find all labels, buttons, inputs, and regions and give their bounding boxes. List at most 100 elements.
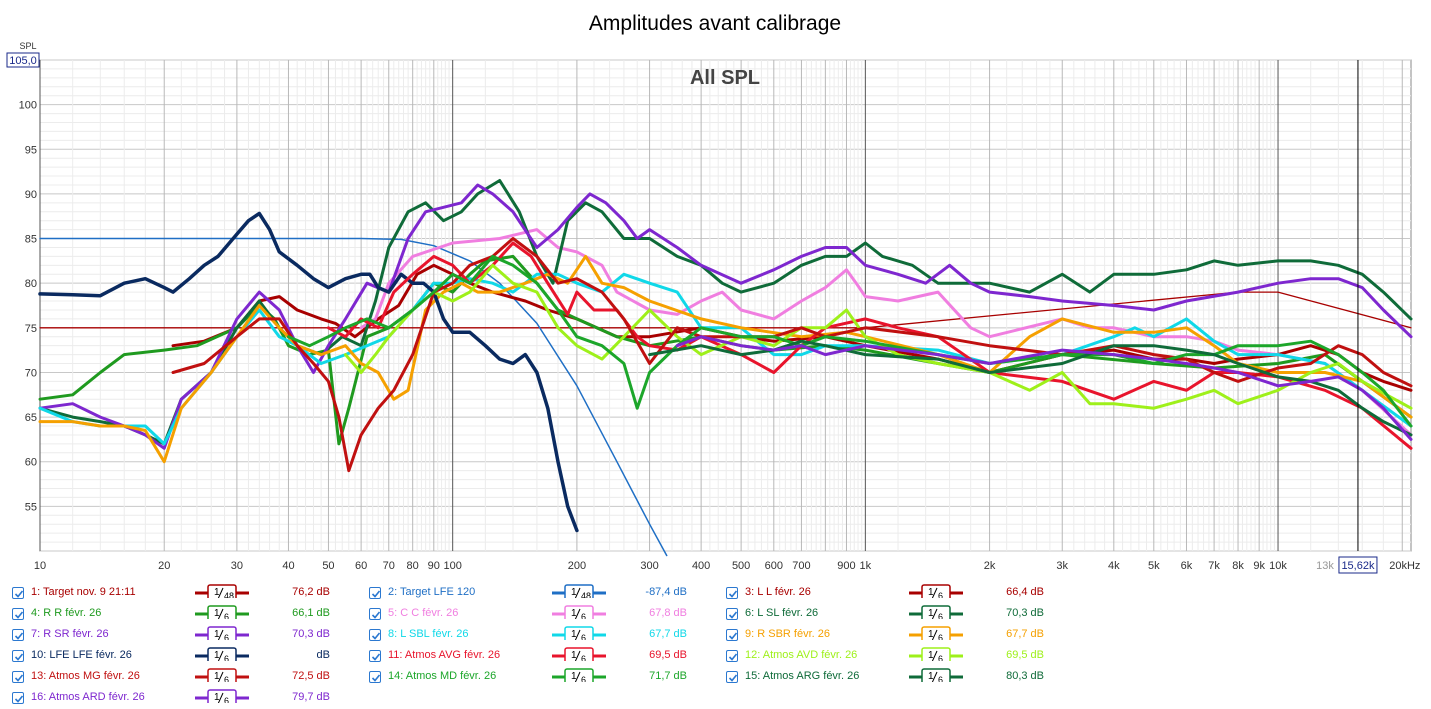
check-icon (14, 590, 24, 598)
legend-checkbox[interactable] (726, 587, 738, 599)
smoothing-denominator: 6 (938, 633, 943, 640)
x-tick-label: 3k (1056, 560, 1068, 572)
legend-label: 1: Target nov. 9 21:11 (31, 586, 136, 598)
legend-value: 70,3 dB (1006, 607, 1044, 619)
smoothing-selector[interactable]: 1 48 (552, 584, 622, 598)
y-tick-label: 70 (25, 367, 37, 379)
legend-checkbox[interactable] (726, 650, 738, 662)
series-line-2 (39, 237, 668, 557)
y-tick-label: 85 (25, 234, 37, 246)
smoothing-box (564, 668, 594, 682)
series-line-14 (287, 254, 1413, 428)
legend-value: 72,5 dB (292, 670, 330, 682)
x-tick-label: 50 (322, 560, 334, 572)
chart-subtitle: All SPL (690, 67, 760, 89)
legend-checkbox[interactable] (726, 671, 738, 683)
smoothing-slash (217, 671, 224, 682)
smoothing-numerator: 1 (214, 650, 220, 661)
smoothing-numerator: 1 (928, 587, 934, 598)
x-tick-label: 10 (34, 560, 46, 572)
legend-label: 13: Atmos MG févr. 26 (31, 670, 140, 682)
smoothing-box (921, 626, 951, 640)
smoothing-slash (217, 587, 224, 598)
check-icon (371, 632, 381, 640)
x-tick-label: 6k (1181, 560, 1193, 572)
smoothing-numerator: 1 (928, 629, 934, 640)
x-tick-label: 2k (984, 560, 996, 572)
series-line-12 (344, 263, 1413, 410)
legend-checkbox[interactable] (12, 629, 24, 641)
legend-checkbox[interactable] (369, 671, 381, 683)
smoothing-numerator: 1 (928, 671, 934, 682)
legend-checkbox[interactable] (12, 671, 24, 683)
legend-checkbox[interactable] (12, 650, 24, 662)
smoothing-denominator: 48 (224, 591, 234, 598)
x-tick-label: 600 (765, 560, 783, 572)
smoothing-box (564, 626, 594, 640)
x-tick-label: 10k (1269, 560, 1287, 572)
chart-canvas: Amplitudes avant calibrage 55 60 65 70 75 80 8… (6, 12, 1420, 574)
legend-checkbox[interactable] (369, 650, 381, 662)
y-tick-label: 100 (19, 100, 37, 112)
x-tick-label: 90 (428, 560, 440, 572)
legend-checkbox[interactable] (726, 608, 738, 620)
legend-value: 79,7 dB (292, 691, 330, 703)
x-tick-label: 13k (1316, 560, 1334, 572)
smoothing-numerator: 1 (571, 650, 577, 661)
check-icon (728, 611, 738, 619)
smoothing-denominator: 6 (938, 654, 943, 661)
legend-label: 3: L L févr. 26 (745, 586, 811, 598)
y-tick-label: 80 (25, 278, 37, 290)
check-icon (14, 674, 24, 682)
smoothing-slash (574, 629, 581, 640)
legend-checkbox[interactable] (726, 629, 738, 641)
legend-checkbox[interactable] (12, 587, 24, 599)
smoothing-denominator: 6 (224, 633, 229, 640)
smoothing-box (207, 605, 237, 619)
smoothing-slash (217, 650, 224, 661)
smoothing-numerator: 1 (571, 587, 577, 598)
smoothing-denominator: 6 (224, 654, 229, 661)
legend-value: -87,4 dB (645, 586, 687, 598)
legend-label: 12: Atmos AVD févr. 26 (745, 649, 858, 661)
legend-label: 15: Atmos ARG févr. 26 (745, 670, 860, 682)
smoothing-numerator: 1 (214, 671, 220, 682)
y-cursor-label: 105,0 (9, 55, 37, 67)
legend-value: 66,4 dB (1006, 586, 1044, 598)
legend-label: 8: L SBL févr. 26 (388, 628, 469, 640)
x-tick-label: 200 (568, 560, 586, 572)
smoothing-box (207, 584, 237, 598)
x-tick-label: 400 (692, 560, 710, 572)
smoothing-selector[interactable]: 1 48 (195, 584, 265, 598)
x-tick-label: 4k (1108, 560, 1120, 572)
smoothing-denominator: 6 (938, 591, 943, 598)
smoothing-slash (217, 629, 224, 640)
series-line-5 (359, 228, 1413, 437)
check-icon (371, 590, 381, 598)
legend-checkbox[interactable] (369, 608, 381, 620)
legend-checkbox[interactable] (12, 608, 24, 620)
smoothing-slash (931, 587, 938, 598)
legend-checkbox[interactable] (12, 692, 24, 704)
x-tick-label: 20 (158, 560, 170, 572)
legend-checkbox[interactable] (369, 629, 381, 641)
x-tick-label: 60 (355, 560, 367, 572)
legend-label: 16: Atmos ARD févr. 26 (31, 691, 145, 703)
smoothing-denominator: 6 (581, 633, 586, 640)
legend-value: 67,8 dB (649, 607, 687, 619)
legend-checkbox[interactable] (369, 587, 381, 599)
